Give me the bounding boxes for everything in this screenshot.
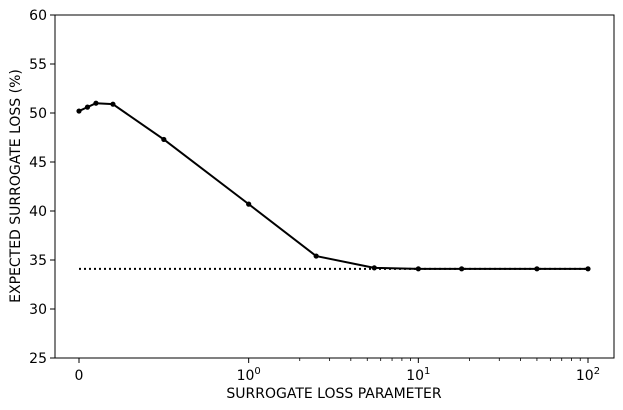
data-point xyxy=(76,108,82,114)
y-tick-label: 45 xyxy=(29,155,47,171)
x-tick-base: 10 xyxy=(237,368,255,384)
x-tick-base: 0 xyxy=(75,368,84,384)
x-axis-ticks: 0 100 101 102 xyxy=(75,358,600,384)
x-tick-exponent: 2 xyxy=(594,366,600,377)
y-axis-ticks: 25 30 35 40 45 50 55 60 xyxy=(29,8,55,367)
x-tick-exponent: 0 xyxy=(254,366,260,377)
data-point xyxy=(110,101,116,107)
y-axis-label: EXPECTED SURROGATE LOSS (%) xyxy=(8,69,24,303)
data-point xyxy=(534,266,540,272)
data-point xyxy=(84,104,91,110)
x-axis-label: SURROGATE LOSS PARAMETER xyxy=(226,386,442,402)
x-tick-label: 101 xyxy=(406,366,430,384)
y-tick-label: 40 xyxy=(29,204,47,220)
y-tick-label: 35 xyxy=(29,253,47,269)
x-tick-base: 10 xyxy=(406,368,424,384)
data-point xyxy=(93,100,99,106)
data-point xyxy=(161,136,167,143)
x-tick-label: 100 xyxy=(237,366,261,384)
y-tick-label: 60 xyxy=(29,8,47,24)
y-tick-label: 30 xyxy=(29,302,47,318)
plot-frame xyxy=(54,14,615,359)
x-tick-label: 0 xyxy=(75,368,84,384)
x-tick-base: 10 xyxy=(576,368,594,384)
data-point xyxy=(415,266,421,272)
series-layer xyxy=(76,100,591,272)
data-point xyxy=(313,253,319,259)
y-tick-label: 55 xyxy=(29,57,47,73)
plot-area xyxy=(55,15,614,358)
x-tick-label: 102 xyxy=(576,366,600,384)
data-point xyxy=(246,201,252,207)
x-tick-exponent: 1 xyxy=(424,366,430,377)
data-point xyxy=(585,266,591,272)
y-tick-label: 25 xyxy=(29,351,47,367)
y-tick-label: 50 xyxy=(29,106,47,122)
data-point xyxy=(459,266,465,272)
